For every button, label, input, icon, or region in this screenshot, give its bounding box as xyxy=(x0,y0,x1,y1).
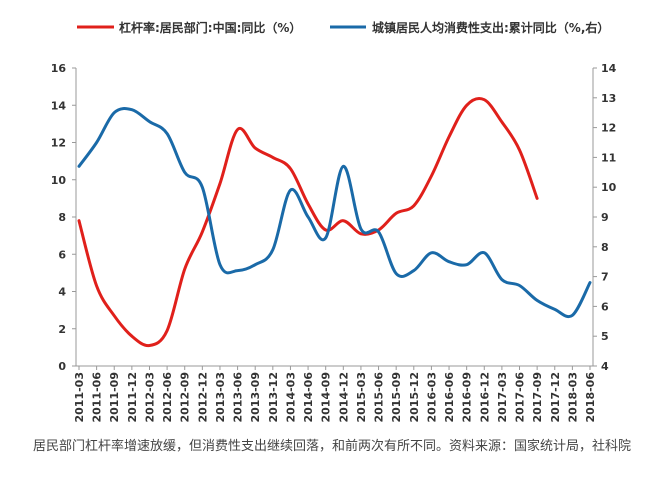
axes: 0 2 4 6 8 10 12 14 16 4 5 6 7 8 9 10 11 12 13 14 2011-03 2011… xyxy=(51,62,617,423)
x-tick-label: 2014-09 xyxy=(320,372,333,423)
x-tick-label: 2012-09 xyxy=(179,372,192,423)
y-right-tick-label: 8 xyxy=(601,241,609,254)
x-tick-label: 2016-03 xyxy=(425,372,438,423)
x-tick-label: 2013-09 xyxy=(249,372,262,423)
y-left-tick-label: 4 xyxy=(58,286,66,299)
y-right-tick-label: 13 xyxy=(601,92,616,105)
x-tick-label: 2011-03 xyxy=(73,372,86,423)
x-tick-label: 2014-06 xyxy=(302,372,315,423)
x-tick-label: 2016-06 xyxy=(443,372,456,423)
x-tick-label: 2013-06 xyxy=(232,372,245,423)
x-tick-label: 2013-03 xyxy=(214,372,227,423)
x-tick-label: 2018-06 xyxy=(584,372,597,423)
y-right-tick-label: 10 xyxy=(601,181,617,194)
series-line-leverage xyxy=(77,97,539,348)
x-tick-label: 2011-06 xyxy=(91,372,104,423)
series-lines xyxy=(77,97,592,348)
x-tick-label: 2016-12 xyxy=(478,372,491,423)
y-left-tick-label: 0 xyxy=(58,360,66,373)
y-right-tick-label: 5 xyxy=(601,330,609,343)
x-tick-label: 2018-03 xyxy=(566,372,579,423)
x-tick-label: 2012-06 xyxy=(161,372,174,423)
y-left-tick-label: 6 xyxy=(58,248,66,261)
chart: 杠杆率:居民部门:中国:同比（%） 城镇居民人均消费性支出:累计同比（%,右） … xyxy=(51,20,617,423)
y-right-tick-label: 14 xyxy=(601,62,617,75)
y-right-tick-label: 4 xyxy=(601,360,609,373)
y-right-tick-label: 7 xyxy=(601,271,609,284)
x-tick-label: 2014-03 xyxy=(284,372,297,423)
x-tick-label: 2012-03 xyxy=(143,372,156,423)
x-tick-label: 2015-03 xyxy=(355,372,368,423)
y-left-tick-label: 10 xyxy=(51,174,67,187)
x-tick-label: 2014-12 xyxy=(337,372,350,423)
x-tick-label: 2013-12 xyxy=(267,372,280,423)
y-left-tick-label: 2 xyxy=(58,323,66,336)
y-left-tick-label: 12 xyxy=(51,137,66,150)
x-tick-label: 2012-12 xyxy=(196,372,209,423)
x-tick-label: 2017-09 xyxy=(531,372,544,423)
x-tick-label: 2016-09 xyxy=(461,372,474,423)
y-left-tick-label: 8 xyxy=(58,211,66,224)
y-right-tick-label: 9 xyxy=(601,211,609,224)
series-line-consumption xyxy=(77,107,592,319)
legend-label-leverage: 杠杆率:居民部门:中国:同比（%） xyxy=(119,20,301,35)
y-right-tick-label: 6 xyxy=(601,300,609,313)
legend: 杠杆率:居民部门:中国:同比（%） 城镇居民人均消费性支出:累计同比（%,右） xyxy=(77,20,609,35)
y-right-tick-label: 12 xyxy=(601,122,616,135)
x-tick-label: 2015-06 xyxy=(373,372,386,423)
x-tick-label: 2015-09 xyxy=(390,372,403,423)
legend-label-consumption: 城镇居民人均消费性支出:累计同比（%,右） xyxy=(372,20,609,35)
y-left-tick-label: 16 xyxy=(51,62,67,75)
chart-caption: 居民部门杠杆率增速放缓，但消费性支出继续回落，和前两次有所不同。资料来源：国家统… xyxy=(32,439,631,454)
x-tick-label: 2011-12 xyxy=(126,372,139,423)
x-tick-label: 2017-03 xyxy=(496,372,509,423)
x-tick-label: 2017-06 xyxy=(514,372,527,423)
x-tick-label: 2015-12 xyxy=(408,372,421,423)
y-left-tick-label: 14 xyxy=(51,99,67,112)
x-tick-label: 2017-12 xyxy=(549,372,562,423)
x-tick-label: 2011-09 xyxy=(108,372,121,423)
y-right-tick-label: 11 xyxy=(601,151,616,164)
